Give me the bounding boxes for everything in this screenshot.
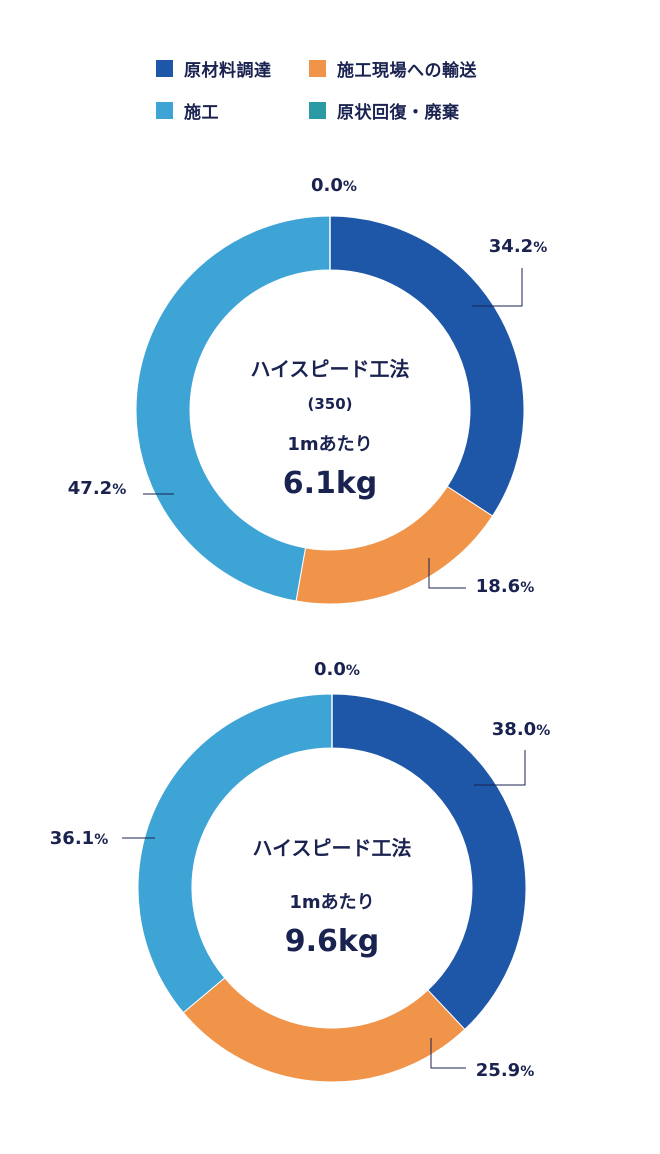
leader-line: [472, 268, 523, 307]
legend-label: 原材料調達: [184, 60, 272, 81]
value-label-restoration-disposal: 0.0%: [314, 659, 360, 680]
legend-item-construction: 施工: [156, 98, 219, 123]
leader-line: [428, 558, 466, 589]
legend-item-restoration-disposal: 原状回復・廃棄: [309, 98, 460, 123]
donut-slice-construction: [135, 215, 331, 602]
leader-line: [430, 1038, 466, 1069]
legend-swatch: [156, 59, 173, 77]
center-value: 9.6kg: [285, 924, 380, 959]
legend-label: 原状回復・廃棄: [337, 102, 460, 123]
value-label-raw-materials: 38.0%: [492, 719, 550, 740]
legend-swatch: [156, 101, 173, 119]
donut-slice-raw-materials: [329, 215, 525, 517]
donut-chart-2: 38.0% 25.9% 36.1% 0.0% ハイスピード工法 1mあたり 9.6kg: [50, 659, 550, 1083]
donut-slice-transport: [182, 977, 466, 1083]
legend-item-transport: 施工現場への輸送: [309, 56, 477, 81]
leader-line: [474, 750, 526, 786]
legend-item-raw-materials: 原材料調達: [156, 56, 272, 81]
center-caption: 1mあたり: [287, 434, 372, 455]
value-label-restoration-disposal: 0.0%: [311, 175, 357, 196]
center-subtitle: (350): [307, 395, 352, 413]
center-title: ハイスピード工法: [251, 357, 410, 381]
value-label-raw-materials: 34.2%: [489, 236, 547, 257]
value-label-construction: 47.2%: [68, 478, 126, 499]
center-caption: 1mあたり: [289, 892, 374, 913]
donut-slice-raw-materials: [331, 693, 527, 1031]
donut-chart-1: 34.2% 18.6% 47.2% 0.0% ハイスピード工法 (350) 1mあたり 6.1…: [68, 175, 547, 605]
legend-swatch: [309, 101, 326, 119]
legend-swatch: [309, 59, 326, 77]
donut-slice-construction: [137, 693, 333, 1014]
donut-slice-transport: [295, 485, 494, 605]
value-label-transport: 25.9%: [476, 1060, 534, 1081]
center-title: ハイスピード工法: [253, 836, 412, 860]
center-value: 6.1kg: [283, 466, 378, 501]
legend-label: 施工現場への輸送: [337, 60, 477, 81]
value-label-construction: 36.1%: [50, 828, 108, 849]
legend-label: 施工: [184, 102, 219, 123]
value-label-transport: 18.6%: [476, 576, 534, 597]
